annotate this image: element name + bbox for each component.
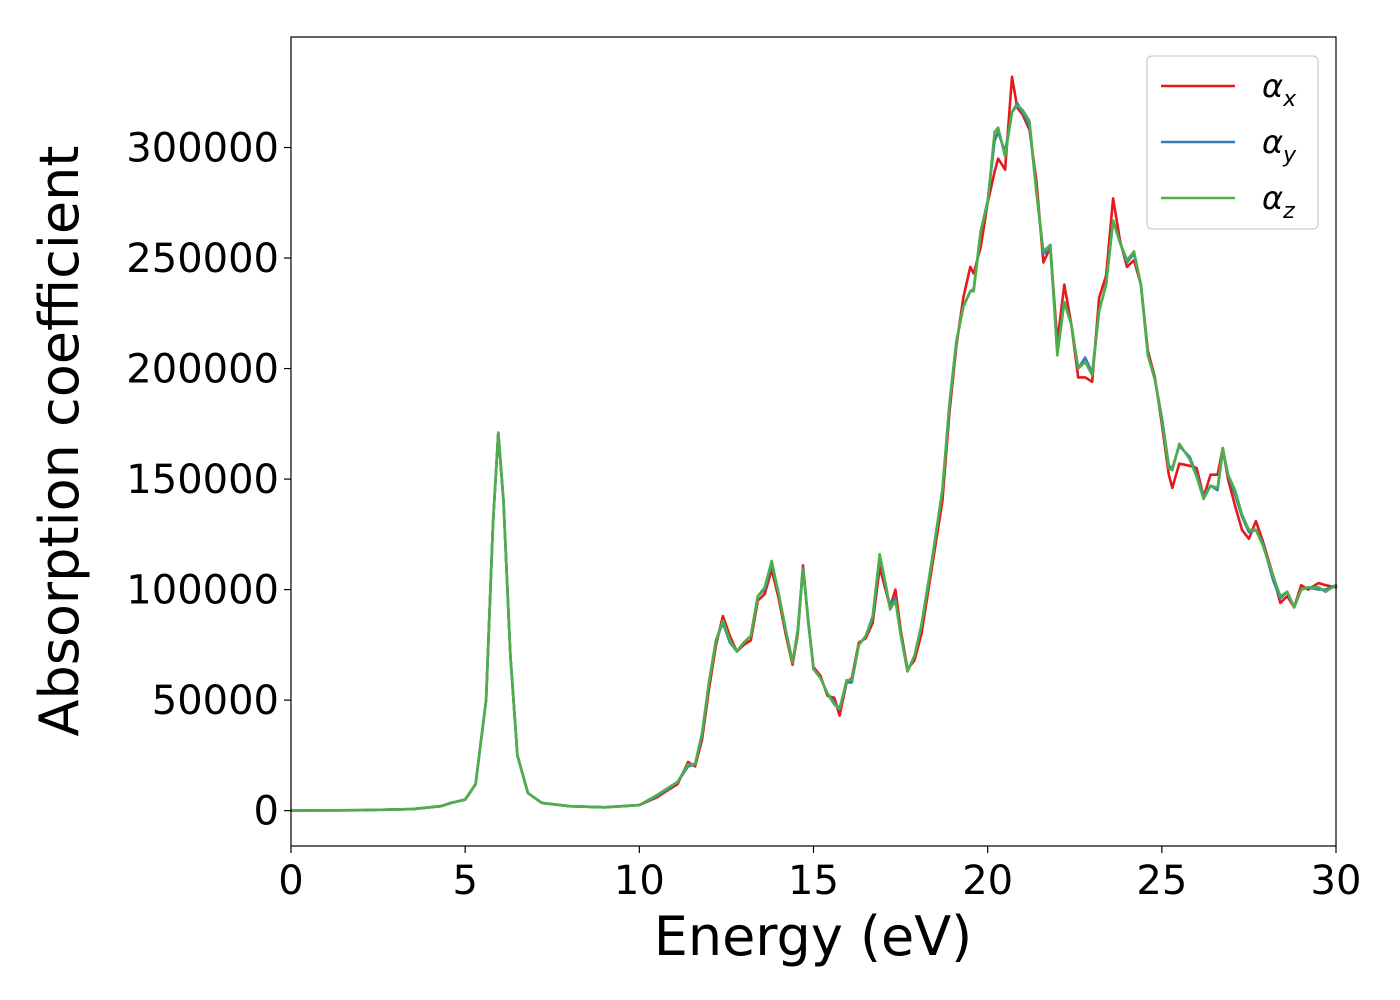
legend-label-y: αy: [1262, 123, 1297, 168]
legend-label-z: αz: [1262, 179, 1295, 224]
x-tick-label: 0: [278, 858, 303, 904]
series-layer: [289, 75, 1338, 812]
y-tick-label: 150000: [126, 457, 279, 503]
x-tick-label: 5: [452, 858, 477, 904]
x-tick-label: 30: [1311, 858, 1362, 904]
legend-label-subscript: z: [1282, 199, 1295, 224]
x-tick-label: 20: [962, 858, 1013, 904]
series-line-alpha-z: [289, 104, 1338, 812]
x-tick-label: 25: [1136, 858, 1187, 904]
y-axis-label: Absorption coefficient: [28, 146, 91, 737]
y-tick-label: 0: [254, 789, 279, 835]
y-tick-label: 100000: [126, 568, 279, 614]
y-axis: 0 50000 100000 150000 200000 250000 300000: [126, 126, 291, 835]
legend-label-x: αx: [1262, 67, 1297, 112]
y-tick-label: 200000: [126, 347, 279, 393]
x-axis-label: Energy (eV): [654, 905, 973, 968]
legend-label-subscript: y: [1282, 143, 1297, 168]
x-tick-label: 15: [788, 858, 839, 904]
legend-label-symbol: α: [1262, 67, 1283, 105]
legend-label-subscript: x: [1282, 87, 1297, 112]
legend-label-symbol: α: [1262, 179, 1283, 217]
x-tick-label: 10: [614, 858, 665, 904]
y-tick-label: 50000: [152, 678, 279, 724]
legend-label-symbol: α: [1262, 123, 1283, 161]
x-axis: 0 5 10 15 20 25 30: [278, 846, 1361, 904]
y-tick-label: 300000: [126, 126, 279, 172]
y-tick-label: 250000: [126, 236, 279, 282]
